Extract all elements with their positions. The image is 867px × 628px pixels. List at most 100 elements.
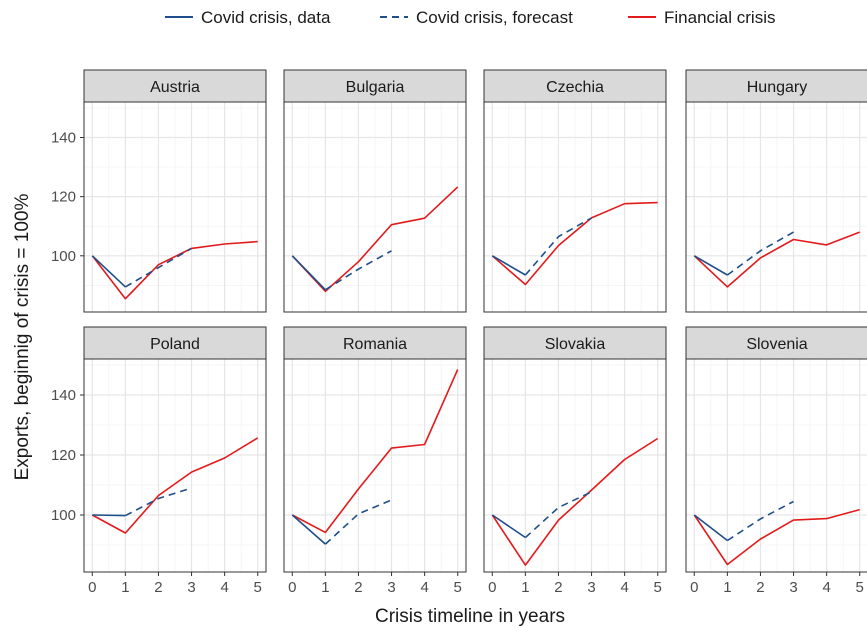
panel-slovakia: Slovakia [483, 326, 667, 573]
y-tick-label: 140 [51, 129, 76, 146]
panel-poland: Poland [83, 326, 267, 573]
x-tick-label: 2 [154, 579, 162, 596]
panel-border [83, 358, 267, 573]
panel-border [483, 101, 667, 313]
x-axis-ticks: 0 1 2 3 4 5 [690, 572, 864, 596]
x-tick-label: 5 [654, 579, 662, 596]
panel-title: Hungary [747, 79, 807, 96]
panel-strip [83, 69, 267, 103]
x-axis-ticks: 0 1 2 3 4 5 [488, 572, 662, 596]
series-line-financial [491, 437, 659, 566]
x-tick-label: 0 [88, 579, 96, 596]
panel-strip [483, 326, 667, 360]
x-tick-label: 3 [387, 579, 395, 596]
series-line-data [91, 255, 126, 288]
x-tick-label: 3 [187, 579, 195, 596]
y-axis-title: Exports, beginnig of crisis = 100% [12, 194, 33, 481]
x-tick-label: 4 [220, 579, 228, 596]
axes-text: 100 120 140 100 120 140 0 1 2 3 4 5 0 1 2 3 4 5 0 1 2 3 4 5 0 1 2 3… [12, 129, 864, 627]
panel-strip [283, 326, 467, 360]
panel-title: Bulgaria [346, 79, 405, 96]
series-line-financial [91, 437, 259, 534]
legend: Covid crisis, data Covid crisis, forecast… [165, 8, 775, 27]
legend-label: Covid crisis, data [201, 8, 331, 27]
x-tick-label: 0 [690, 579, 698, 596]
panel-border [283, 101, 467, 313]
panel-czechia: Czechia [483, 69, 667, 313]
series-line-forecast [726, 231, 794, 276]
x-tick-label: 2 [554, 579, 562, 596]
legend-item-financial: Financial crisis [628, 8, 775, 27]
panels: Austria Bulgaria Czechia Hungary Poland Roman… [83, 69, 867, 573]
series-line-financial [693, 508, 860, 566]
series-line-data [92, 514, 126, 517]
x-tick-label: 4 [620, 579, 628, 596]
x-tick-label: 1 [321, 579, 329, 596]
panel-strip [685, 326, 867, 360]
panel-slovenia: Slovenia [685, 326, 867, 573]
panel-title: Poland [150, 336, 200, 353]
x-axis-title: Crisis timeline in years [375, 606, 565, 627]
x-tick-label: 3 [587, 579, 595, 596]
x-tick-label: 1 [521, 579, 529, 596]
panel-title: Czechia [546, 79, 604, 96]
y-tick-label: 120 [51, 447, 76, 464]
x-tick-label: 1 [723, 579, 731, 596]
series-line-forecast [324, 250, 392, 291]
panel-title: Slovakia [545, 336, 606, 353]
series-line-data [491, 255, 526, 276]
x-tick-label: 2 [756, 579, 764, 596]
series-line-data [291, 514, 326, 545]
panel-border [483, 358, 667, 573]
x-tick-label: 0 [288, 579, 296, 596]
series-line-forecast [524, 217, 592, 276]
y-tick-label: 100 [51, 248, 76, 265]
panel-title: Romania [343, 336, 407, 353]
x-tick-label: 5 [856, 579, 864, 596]
series-line-financial [491, 201, 658, 286]
x-tick-label: 3 [789, 579, 797, 596]
panel-title: Austria [150, 79, 200, 96]
legend-item-data: Covid crisis, data [165, 8, 331, 27]
series-line-forecast [726, 500, 794, 542]
x-axis-ticks: 0 1 2 3 4 5 [288, 572, 462, 596]
y-tick-label: 100 [51, 507, 76, 524]
panel-border [83, 101, 267, 313]
series-line-financial [91, 240, 258, 300]
series-line-financial [291, 369, 459, 534]
series-line-forecast [324, 499, 392, 545]
panel-title: Slovenia [746, 336, 807, 353]
panel-background [686, 359, 867, 572]
panel-border [685, 101, 867, 313]
panel-background [686, 102, 867, 312]
series-line-data [693, 514, 728, 542]
panel-strip [483, 69, 667, 103]
legend-item-forecast: Covid crisis, forecast [380, 8, 573, 27]
x-tick-label: 4 [420, 579, 428, 596]
series-line-financial [693, 231, 860, 288]
x-tick-label: 4 [822, 579, 830, 596]
series-line-data [693, 255, 728, 276]
panel-romania: Romania [283, 326, 467, 573]
panel-austria: Austria [83, 69, 267, 313]
x-tick-label: 5 [454, 579, 462, 596]
legend-label: Financial crisis [664, 8, 775, 27]
x-tick-label: 2 [354, 579, 362, 596]
panel-strip [83, 326, 267, 360]
y-tick-label: 120 [51, 189, 76, 206]
series-line-data [491, 514, 526, 539]
y-tick-label: 140 [51, 387, 76, 404]
panel-bulgaria: Bulgaria [283, 69, 467, 313]
series-line-forecast [124, 247, 192, 288]
x-tick-label: 1 [121, 579, 129, 596]
series-line-forecast [125, 487, 192, 517]
series-line-financial [291, 186, 459, 293]
panel-border [685, 358, 867, 573]
panel-hungary: Hungary [685, 69, 867, 313]
x-tick-label: 5 [254, 579, 262, 596]
x-tick-label: 0 [488, 579, 496, 596]
series-line-data [291, 255, 326, 291]
x-axis-ticks: 0 1 2 3 4 5 [88, 572, 262, 596]
panel-border [283, 358, 467, 573]
